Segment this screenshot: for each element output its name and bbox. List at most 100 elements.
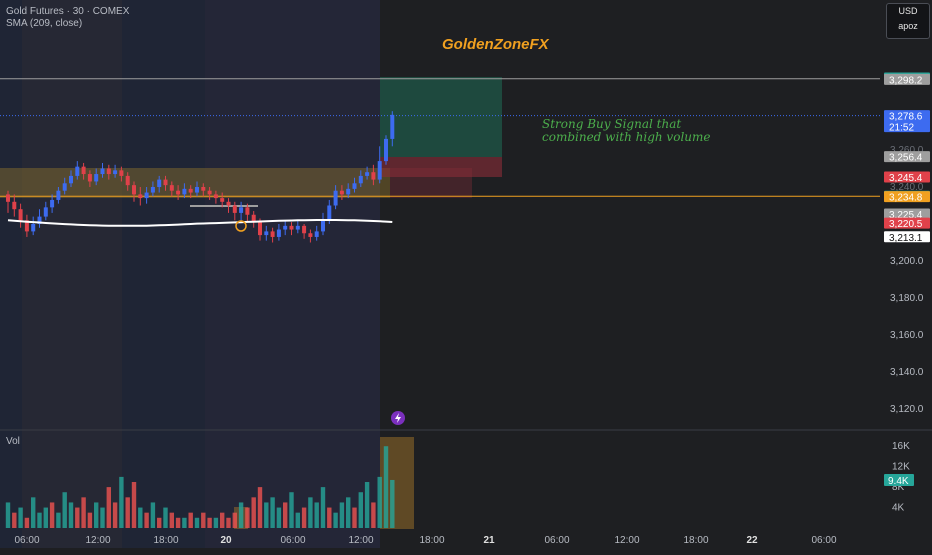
candle-body[interactable] xyxy=(295,225,300,230)
candle-body[interactable] xyxy=(12,201,17,210)
candle-body[interactable] xyxy=(56,190,61,200)
candle-body[interactable] xyxy=(75,166,80,176)
candle-body[interactable] xyxy=(352,183,357,189)
volume-bar[interactable] xyxy=(333,512,338,528)
candle-body[interactable] xyxy=(144,192,149,199)
volume-bar[interactable] xyxy=(283,502,288,528)
candle-body[interactable] xyxy=(264,231,269,236)
candle-body[interactable] xyxy=(62,183,67,191)
candle-body[interactable] xyxy=(169,185,174,191)
candle-body[interactable] xyxy=(339,190,344,195)
volume-pane-label[interactable]: Vol xyxy=(6,436,20,447)
candle-body[interactable] xyxy=(207,190,212,195)
candle-body[interactable] xyxy=(377,161,382,180)
candle-body[interactable] xyxy=(6,194,10,202)
volume-bar[interactable] xyxy=(194,517,200,528)
candle-body[interactable] xyxy=(321,220,325,232)
volume-bar[interactable] xyxy=(125,497,130,528)
candle-body[interactable] xyxy=(157,179,162,187)
price-badge[interactable] xyxy=(884,208,930,220)
candle-body[interactable] xyxy=(365,172,370,176)
volume-bar[interactable] xyxy=(119,476,124,528)
volume-bar[interactable] xyxy=(106,487,111,528)
volume-bar[interactable] xyxy=(289,492,294,528)
candle-body[interactable] xyxy=(100,168,105,175)
candle-body[interactable] xyxy=(346,188,351,195)
candle-body[interactable] xyxy=(69,175,73,184)
volume-bar[interactable] xyxy=(257,487,263,528)
candle-body[interactable] xyxy=(289,225,294,230)
price-badge[interactable] xyxy=(884,231,930,243)
price-badge[interactable] xyxy=(884,110,930,133)
volume-bar[interactable] xyxy=(12,512,17,528)
candle-body[interactable] xyxy=(226,201,231,206)
volume-bar[interactable] xyxy=(81,497,86,528)
volume-bar[interactable] xyxy=(377,476,382,528)
candle-body[interactable] xyxy=(87,174,92,182)
volume-bar[interactable] xyxy=(358,492,363,528)
volume-bar[interactable] xyxy=(238,502,244,528)
candle-body[interactable] xyxy=(113,170,118,175)
volume-bar[interactable] xyxy=(131,482,137,528)
volume-bar[interactable] xyxy=(220,512,225,528)
symbol-title[interactable]: Gold Futures · 30 · COMEX xyxy=(6,6,130,17)
volume-bar[interactable] xyxy=(37,512,42,528)
candle-body[interactable] xyxy=(195,187,199,193)
candle-body[interactable] xyxy=(220,198,225,202)
volume-bar[interactable] xyxy=(56,512,61,528)
volume-bar[interactable] xyxy=(320,487,326,528)
indicator-label[interactable]: SMA (209, close) xyxy=(6,18,83,29)
volume-bar[interactable] xyxy=(169,512,174,528)
volume-bar[interactable] xyxy=(308,497,313,528)
volume-bar[interactable] xyxy=(226,517,231,528)
volume-bar[interactable] xyxy=(213,517,219,528)
volume-bar[interactable] xyxy=(100,507,105,528)
candle-body[interactable] xyxy=(132,185,136,195)
volume-bar[interactable] xyxy=(270,497,275,528)
volume-bar[interactable] xyxy=(144,512,149,528)
candle-body[interactable] xyxy=(201,187,206,191)
currency-selector[interactable]: USD apoz xyxy=(886,3,930,39)
candle-body[interactable] xyxy=(276,229,281,237)
volume-bar[interactable] xyxy=(157,517,162,528)
candle-body[interactable] xyxy=(94,174,99,182)
volume-bar[interactable] xyxy=(188,512,193,528)
candle-body[interactable] xyxy=(24,220,29,232)
candle-body[interactable] xyxy=(119,170,124,176)
candle-body[interactable] xyxy=(163,179,168,186)
volume-bar[interactable] xyxy=(264,502,269,528)
volume-bar[interactable] xyxy=(276,507,282,528)
volume-bar[interactable] xyxy=(62,492,67,528)
volume-bar[interactable] xyxy=(5,502,11,528)
volume-bar[interactable] xyxy=(75,507,80,528)
volume-bar[interactable] xyxy=(352,507,357,528)
volume-bar[interactable] xyxy=(295,512,300,528)
volume-bar[interactable] xyxy=(18,507,23,528)
price-badge[interactable] xyxy=(884,191,930,203)
candle-body[interactable] xyxy=(333,190,338,206)
volume-bar[interactable] xyxy=(150,502,156,528)
candle-body[interactable] xyxy=(258,222,262,236)
candle-body[interactable] xyxy=(43,207,48,217)
candle-body[interactable] xyxy=(239,207,244,213)
volume-bar[interactable] xyxy=(371,502,376,528)
candle-body[interactable] xyxy=(106,168,111,175)
volume-bar[interactable] xyxy=(251,497,256,528)
candle-body[interactable] xyxy=(81,166,86,175)
candle-body[interactable] xyxy=(138,194,143,199)
candle-body[interactable] xyxy=(390,114,395,139)
volume-bar[interactable] xyxy=(112,502,118,528)
candle-body[interactable] xyxy=(270,231,275,237)
candle-body[interactable] xyxy=(283,225,288,230)
price-badge[interactable] xyxy=(884,171,930,183)
chart-annotation[interactable]: Strong Buy Signal that combined with hig… xyxy=(542,117,711,144)
candle-body[interactable] xyxy=(371,172,376,180)
volume-bar[interactable] xyxy=(68,502,74,528)
volume-bar[interactable] xyxy=(232,512,237,528)
candle-body[interactable] xyxy=(358,175,363,184)
candle-body[interactable] xyxy=(31,224,36,232)
volume-bar[interactable] xyxy=(163,507,168,528)
candle-body[interactable] xyxy=(245,207,250,215)
